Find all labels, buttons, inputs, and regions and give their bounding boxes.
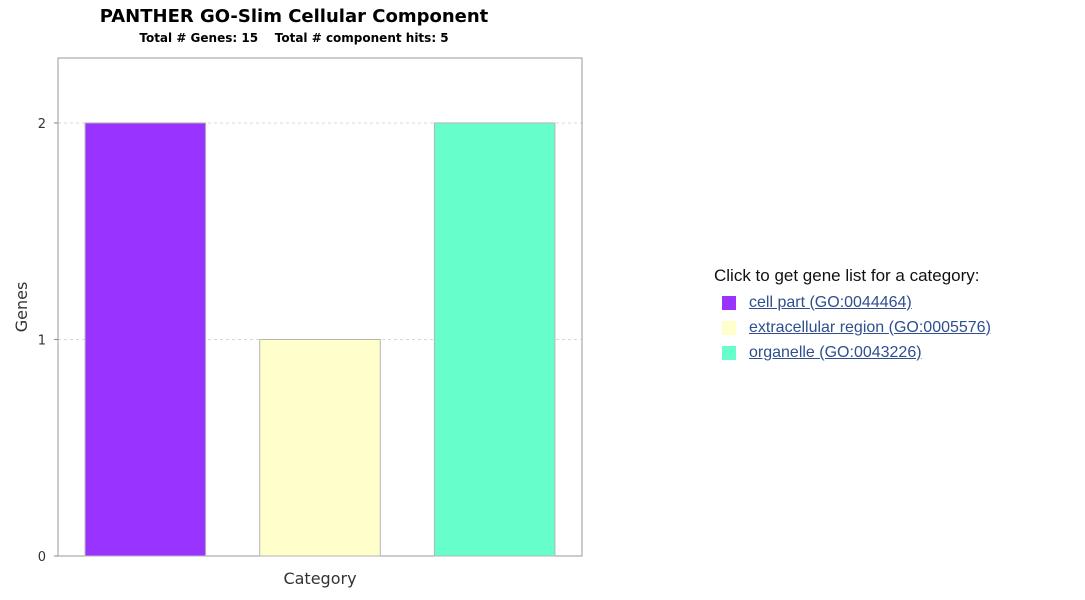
y-tick-label: 1 [38,333,46,348]
bar-3[interactable] [433,122,556,557]
bar-2[interactable] [259,338,381,557]
chart-title: PANTHER GO-Slim Cellular Component [99,6,489,27]
y-axis-label: Genes [12,282,31,333]
legend-swatch-extracellular-region [722,320,736,335]
legend-swatch-cell-part [722,295,736,310]
legend-item-organelle[interactable]: organelle (GO:0043226) [722,340,991,365]
bar-chart: 0 1 2 Genes Category [12,57,583,588]
bar-1[interactable] [84,122,207,557]
chart-subtitle: Total # Genes: 15 Total # component hits… [139,31,449,45]
legend-link-cell-part[interactable]: cell part (GO:0044464) [749,293,912,311]
legend-heading: Click to get gene list for a category: [714,266,980,285]
legend-swatch-organelle [722,345,736,360]
legend-item-cell-part[interactable]: cell part (GO:0044464) [722,290,991,315]
y-tick-label: 0 [38,550,46,565]
legend: Click to get gene list for a category: c… [714,266,991,365]
x-axis-label: Category [283,569,356,588]
y-tick-label: 2 [38,117,46,132]
legend-link-organelle[interactable]: organelle (GO:0043226) [749,343,922,361]
legend-item-extracellular-region[interactable]: extracellular region (GO:0005576) [722,315,991,340]
legend-link-extracellular-region[interactable]: extracellular region (GO:0005576) [749,318,991,336]
